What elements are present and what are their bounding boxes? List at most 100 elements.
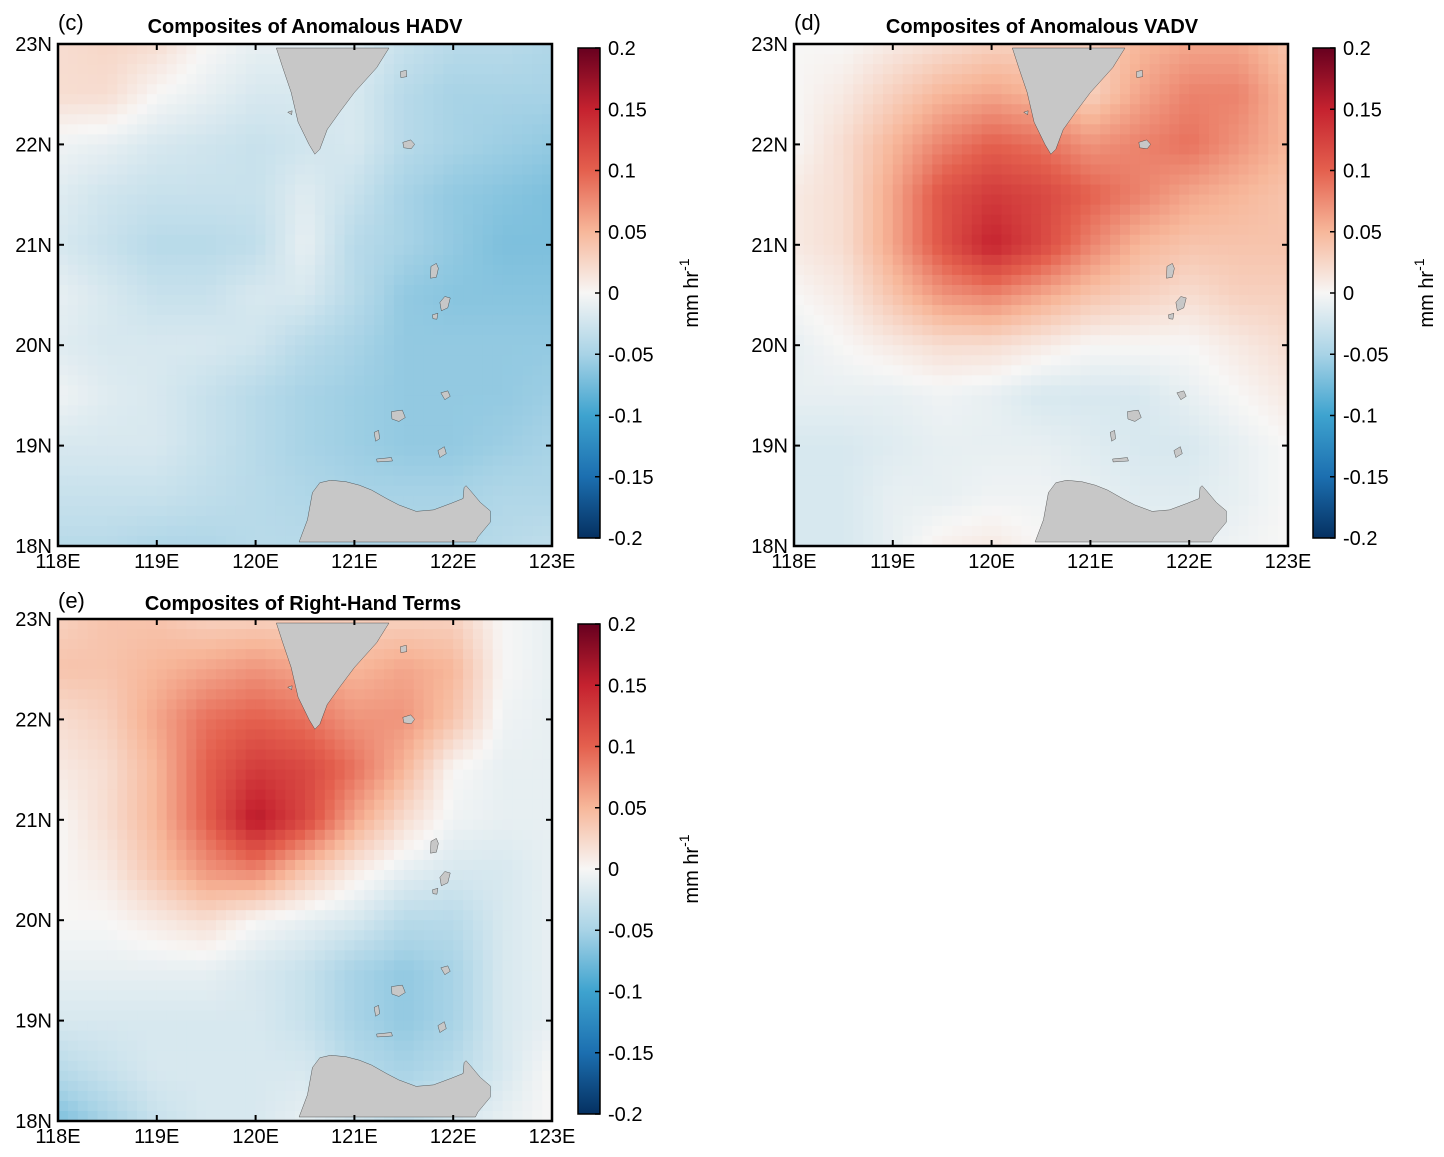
heatmap-cell <box>67 284 79 296</box>
heatmap-cell <box>225 284 237 296</box>
heatmap-cell <box>1238 415 1250 427</box>
heatmap-cell <box>176 114 188 125</box>
heatmap-cell <box>991 164 1003 176</box>
heatmap-cell <box>58 124 69 135</box>
heatmap-cell <box>305 244 316 256</box>
heatmap-cell <box>1208 345 1220 356</box>
heatmap-cell <box>176 94 188 105</box>
heatmap-cell <box>492 94 504 105</box>
heatmap-cell <box>265 244 276 256</box>
heatmap-cell <box>472 264 484 276</box>
heatmap-cell <box>235 305 247 316</box>
heatmap-cell <box>882 104 894 115</box>
heatmap-cell <box>235 84 247 95</box>
heatmap-cell <box>882 515 894 527</box>
heatmap-cell <box>344 174 355 186</box>
heatmap-cell <box>823 164 835 176</box>
heatmap-cell <box>991 345 1003 356</box>
heatmap-cell <box>803 505 815 517</box>
heatmap-cell <box>971 485 983 497</box>
heatmap-cell <box>285 335 296 346</box>
heatmap-cell <box>823 94 835 105</box>
heatmap-cell <box>87 284 99 296</box>
heatmap-cell <box>255 84 267 95</box>
heatmap-cell <box>176 144 188 156</box>
heatmap-cell <box>67 525 79 537</box>
heatmap-cell <box>176 54 188 65</box>
heatmap-cell <box>1050 244 1062 256</box>
heatmap-cell <box>1001 44 1012 55</box>
heatmap-cell <box>1001 264 1012 276</box>
heatmap-cell <box>833 405 844 417</box>
heatmap-cell <box>542 505 553 517</box>
heatmap-cell <box>1189 264 1200 276</box>
heatmap-cell <box>1050 415 1062 427</box>
heatmap-cell <box>1238 204 1250 216</box>
heatmap-cell <box>97 395 108 407</box>
heatmap-cell <box>542 355 553 366</box>
heatmap-cell <box>863 234 874 246</box>
heatmap-cell <box>1120 134 1131 145</box>
heatmap-cell <box>58 284 69 296</box>
heatmap-cell <box>912 405 924 417</box>
heatmap-cell <box>127 415 138 427</box>
heatmap-cell <box>314 445 326 457</box>
heatmap-cell <box>961 64 973 75</box>
heatmap-cell <box>1218 475 1230 487</box>
heatmap-cell <box>1011 154 1022 166</box>
heatmap-cell <box>1001 284 1012 296</box>
heatmap-cell <box>522 385 533 396</box>
heatmap-cell <box>413 295 425 306</box>
heatmap-cell <box>1268 425 1279 437</box>
heatmap-cell <box>522 214 533 226</box>
heatmap-cell <box>117 74 128 85</box>
heatmap-cell <box>137 415 148 427</box>
heatmap-cell <box>1129 64 1141 75</box>
heatmap-cell <box>107 114 118 125</box>
heatmap-cell <box>97 535 108 547</box>
heatmap-cell <box>1179 274 1190 286</box>
heatmap-cell <box>137 194 148 206</box>
heatmap-cell <box>364 405 375 417</box>
heatmap-cell <box>1228 244 1240 256</box>
heatmap-cell <box>176 475 188 487</box>
heatmap-cell <box>413 94 425 105</box>
heatmap-cell <box>833 395 844 407</box>
heatmap-cell <box>1238 104 1250 115</box>
heatmap-cell <box>245 284 257 296</box>
heatmap-cell <box>942 355 953 366</box>
heatmap-cell <box>482 244 494 256</box>
heatmap-cell <box>1218 495 1230 507</box>
heatmap-cell <box>1179 94 1190 105</box>
colorbar-label: mm hr-1 <box>676 258 703 327</box>
heatmap-cell <box>166 315 178 326</box>
heatmap-cell <box>532 284 543 296</box>
heatmap-cell <box>1208 114 1220 125</box>
heatmap-cell <box>344 435 355 447</box>
heatmap-cell <box>97 365 108 376</box>
heatmap-cell <box>1149 104 1161 115</box>
heatmap-cell <box>453 375 464 386</box>
heatmap-cell <box>245 94 257 105</box>
heatmap-cell <box>58 194 69 206</box>
heatmap-cell <box>863 154 874 166</box>
heatmap-cell <box>472 455 484 467</box>
heatmap-cell <box>1060 244 1072 256</box>
heatmap-cell <box>1258 194 1269 206</box>
heatmap-cell <box>823 295 835 306</box>
heatmap-cell <box>225 465 237 477</box>
heatmap-cell <box>1218 74 1230 85</box>
heatmap-cell <box>981 325 993 336</box>
heatmap-cell <box>413 254 425 266</box>
heatmap-cell <box>433 365 444 376</box>
heatmap-cell <box>443 44 454 55</box>
heatmap-cell <box>952 44 963 55</box>
heatmap-cell <box>196 114 207 125</box>
heatmap-cell <box>354 224 365 236</box>
heatmap-cell <box>146 74 158 85</box>
heatmap-cell <box>216 124 227 135</box>
heatmap-cell <box>186 224 197 236</box>
heatmap-cell <box>912 295 924 306</box>
heatmap-cell <box>952 274 963 286</box>
heatmap-cell <box>1090 475 1101 487</box>
